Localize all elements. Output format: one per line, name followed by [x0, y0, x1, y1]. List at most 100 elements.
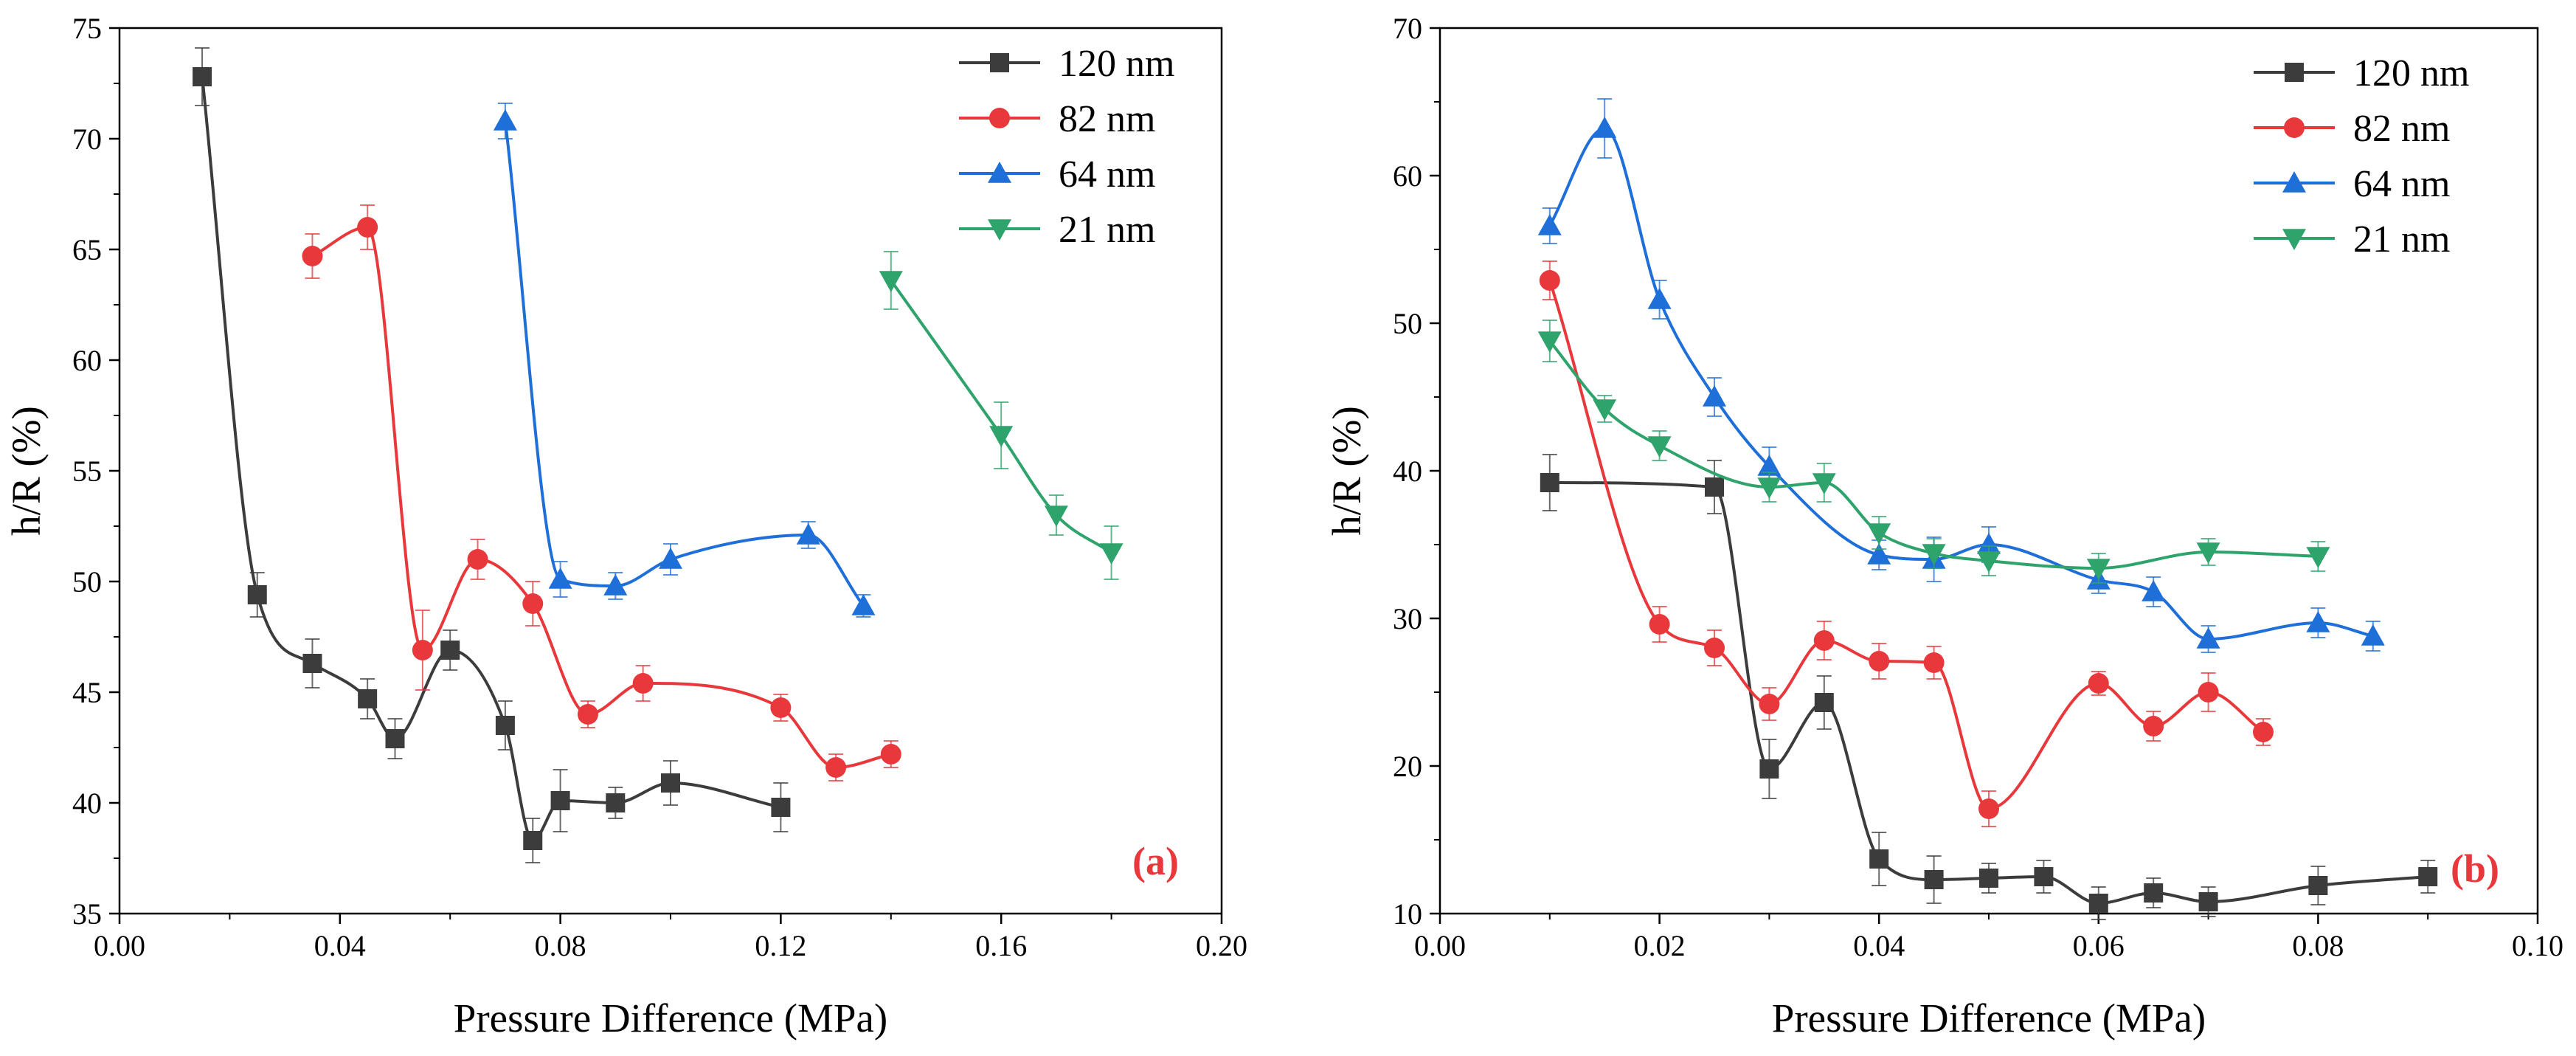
x-tick-label-b: 0.02 — [1634, 929, 1686, 962]
panel-label-a: (a) — [1132, 839, 1179, 883]
y-tick-label-a: 65 — [72, 233, 102, 266]
legend-marker-b — [2282, 229, 2306, 250]
data-point-a — [770, 697, 792, 718]
legend-label-a: 82 nm — [1059, 98, 1155, 140]
data-point-a — [880, 744, 901, 765]
x-tick-label-a: 0.12 — [755, 929, 806, 962]
legend-marker-b — [2282, 171, 2306, 193]
data-point-b — [1539, 270, 1560, 291]
data-point-b — [1867, 543, 1891, 565]
legend-label-b: 21 nm — [2353, 218, 2450, 260]
series-64-nm-a — [493, 103, 876, 618]
data-point-b — [1593, 117, 1617, 138]
legend-label-a: 64 nm — [1059, 153, 1155, 196]
data-point-b — [1924, 870, 1944, 889]
y-tick-label-b: 50 — [1393, 307, 1422, 340]
data-point-b — [2198, 892, 2218, 911]
data-point-a — [1044, 505, 1068, 527]
y-tick-label-a: 60 — [72, 344, 102, 377]
data-point-b — [1703, 385, 1726, 407]
data-point-a — [548, 567, 572, 589]
data-point-a — [412, 640, 433, 660]
legend-label-a: 21 nm — [1059, 209, 1155, 251]
data-point-b — [2306, 611, 2330, 632]
data-point-b — [2306, 547, 2330, 568]
data-point-b — [1977, 551, 2001, 573]
series-line-a — [890, 279, 1112, 554]
data-point-b — [1977, 533, 2001, 554]
data-point-a — [603, 574, 628, 596]
x-tick-label-a: 0.08 — [535, 929, 586, 962]
data-point-b — [1813, 630, 1835, 651]
data-point-a — [989, 426, 1014, 447]
series-64-nm-b — [1537, 98, 2385, 653]
x-tick-label-b: 0.04 — [1853, 929, 1905, 962]
data-point-b — [1922, 544, 1946, 565]
data-point-a — [302, 246, 323, 266]
data-point-b — [2144, 883, 2164, 903]
data-point-a — [796, 523, 820, 545]
x-tick-label-a: 0.20 — [1196, 929, 1247, 962]
data-point-b — [1869, 849, 1889, 869]
legend-label-b: 82 nm — [2353, 108, 2450, 150]
legend-marker-b — [2284, 117, 2305, 138]
data-point-b — [2142, 580, 2166, 601]
data-point-b — [2143, 716, 2164, 736]
series-82-nm-a — [302, 204, 901, 781]
x-tick-label-b: 0.00 — [1414, 929, 1466, 962]
chart-a: 0.00 0.04 0.08 0.12 0.16 0.20 35 40 45 50 55 60 65 70… — [4, 12, 1247, 1041]
data-point-b — [1757, 477, 1782, 499]
legend-marker-a — [990, 53, 1009, 72]
y-tick-label-a: 35 — [72, 897, 102, 931]
data-point-b — [2086, 559, 2111, 580]
data-point-a — [606, 793, 626, 812]
data-point-b — [1593, 399, 1617, 421]
data-point-a — [659, 548, 682, 569]
y-tick-label-b: 70 — [1393, 12, 1422, 45]
y-tick-label-a: 40 — [72, 787, 102, 820]
y-axis-title-a: h/R (%) — [4, 406, 49, 536]
data-point-a — [661, 773, 680, 793]
y-tick-label-b: 20 — [1393, 750, 1422, 783]
data-point-b — [1979, 869, 1998, 888]
data-point-b — [1978, 798, 1999, 819]
data-point-a — [879, 271, 903, 292]
legend-marker-a — [989, 108, 1010, 128]
data-point-b — [2198, 682, 2219, 703]
data-point-b — [2308, 876, 2328, 895]
legend-marker-a — [988, 219, 1011, 241]
data-point-b — [1757, 455, 1782, 476]
data-point-b — [1759, 759, 1779, 779]
data-point-b — [2034, 867, 2054, 886]
series-line-b — [1548, 339, 2319, 570]
y-tick-label-a: 75 — [72, 12, 102, 45]
data-point-a — [385, 729, 405, 748]
data-point-b — [2418, 867, 2438, 886]
data-point-b — [1647, 436, 1672, 458]
data-point-b — [1923, 652, 1945, 673]
legend-marker-b — [2285, 63, 2304, 82]
data-point-b — [1537, 331, 1562, 353]
y-tick-label-a: 55 — [72, 455, 102, 488]
legend-label-b: 120 nm — [2353, 52, 2469, 94]
series-21-nm-a — [879, 251, 1123, 580]
series-line-a — [201, 76, 781, 843]
x-tick-label-b: 0.10 — [2512, 929, 2563, 962]
y-tick-label-a: 45 — [72, 676, 102, 709]
data-point-a — [193, 67, 212, 86]
x-tick-label-b: 0.06 — [2073, 929, 2125, 962]
series-line-a — [311, 225, 892, 770]
series-120-nm-a — [193, 47, 791, 863]
data-point-a — [495, 716, 515, 735]
data-point-b — [1649, 614, 1670, 635]
data-point-a — [493, 109, 517, 131]
y-tick-label-a: 70 — [72, 122, 102, 156]
x-tick-label-a: 0.00 — [94, 929, 145, 962]
data-point-b — [2253, 722, 2274, 742]
data-point-a — [522, 593, 544, 614]
y-axis-title-b: h/R (%) — [1324, 406, 1369, 536]
data-point-b — [1812, 473, 1836, 494]
series-120-nm-b — [1540, 454, 2438, 920]
data-point-b — [1540, 473, 1559, 492]
